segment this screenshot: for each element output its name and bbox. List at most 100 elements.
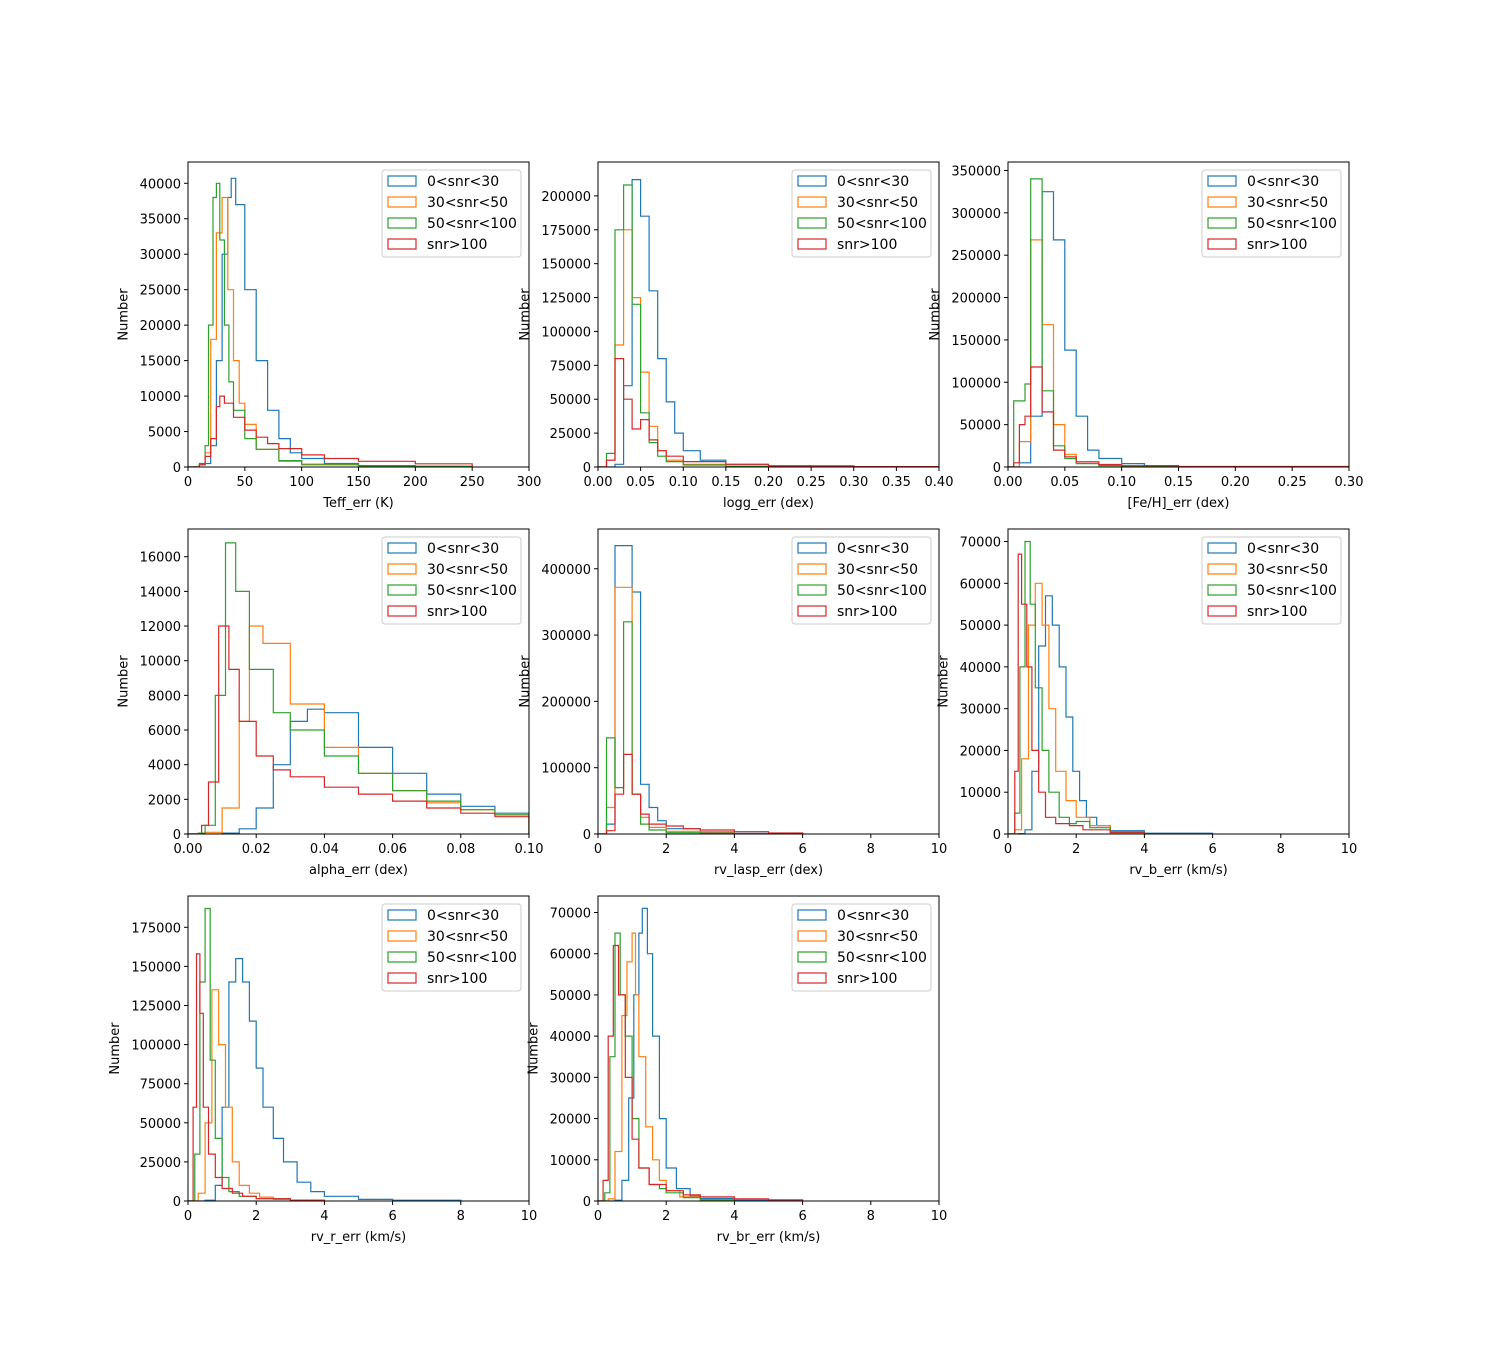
x-tick-label: 0.08 xyxy=(446,842,475,857)
x-tick-label: 2 xyxy=(662,842,670,857)
legend-label: 30<snr<50 xyxy=(837,929,918,945)
x-tick-label: 0.02 xyxy=(242,842,271,857)
legend-swatch xyxy=(387,217,417,229)
legend-swatch xyxy=(797,542,827,554)
series-group xyxy=(1008,178,1349,467)
series-group xyxy=(598,179,939,467)
y-tick-label: 100000 xyxy=(951,376,1001,391)
x-tick-label: 0.00 xyxy=(994,475,1023,490)
legend-swatch xyxy=(1207,563,1237,575)
histogram-series-4 xyxy=(598,753,804,834)
y-tick-label: 50000 xyxy=(960,419,1001,434)
legend-label: 0<snr<30 xyxy=(837,541,909,557)
y-tick-label: 10000 xyxy=(550,1154,591,1169)
legend: 0<snr<30 30<snr<50 50<snr<100 snr>100 xyxy=(791,536,932,625)
legend-label: 30<snr<50 xyxy=(1247,195,1328,211)
histogram-series-4 xyxy=(1008,366,1349,467)
x-tick-label: 8 xyxy=(457,1209,465,1224)
x-tick-label: 0.30 xyxy=(1335,475,1364,490)
x-tick-label: 10 xyxy=(521,1209,538,1224)
legend-swatch xyxy=(797,238,827,250)
y-tick-label: 125000 xyxy=(131,999,181,1014)
histogram-series-1 xyxy=(598,545,804,834)
y-tick-label: 25000 xyxy=(550,427,591,442)
legend: 0<snr<30 30<snr<50 50<snr<100 snr>100 xyxy=(381,536,522,625)
plot-frame xyxy=(187,528,530,835)
histogram-series-3 xyxy=(598,184,855,467)
legend-swatch xyxy=(1207,238,1237,250)
y-tick-label: 10000 xyxy=(140,390,181,405)
x-tick-label: 2 xyxy=(252,1209,260,1224)
y-tick-label: 35000 xyxy=(140,213,181,228)
legend-label: 30<snr<50 xyxy=(427,195,508,211)
x-tick-label: 6 xyxy=(798,1209,806,1224)
legend-swatch xyxy=(1207,175,1237,187)
series-group xyxy=(1008,540,1214,834)
x-tick-label: 0.20 xyxy=(754,475,783,490)
legend-label: 50<snr<100 xyxy=(837,216,927,232)
y-axis-label: Number xyxy=(518,288,533,341)
histogram-series-1 xyxy=(188,177,473,467)
legend-label: snr>100 xyxy=(427,971,487,987)
plot-frame xyxy=(597,528,940,835)
y-tick-label: 16000 xyxy=(140,551,181,566)
x-tick-label: 100 xyxy=(289,475,314,490)
x-tick-label: 4 xyxy=(320,1209,328,1224)
legend-swatch xyxy=(387,909,417,921)
legend-label: 0<snr<30 xyxy=(427,541,499,557)
x-tick-label: 2 xyxy=(662,1209,670,1224)
x-tick-label: 0.15 xyxy=(711,475,740,490)
legend-swatch xyxy=(797,972,827,984)
plot-frame xyxy=(1007,528,1350,835)
x-axis-label: alpha_err (dex) xyxy=(309,863,408,878)
y-tick-label: 30000 xyxy=(550,1071,591,1086)
y-tick-label: 100000 xyxy=(541,762,591,777)
x-axis-label: rv_lasp_err (dex) xyxy=(714,863,823,878)
legend-label: snr>100 xyxy=(427,237,487,253)
legend-swatch xyxy=(387,542,417,554)
x-tick-label: 4 xyxy=(730,1209,738,1224)
y-tick-label: 30000 xyxy=(140,248,181,263)
x-tick-label: 0.40 xyxy=(925,475,954,490)
x-tick-label: 0.05 xyxy=(626,475,655,490)
legend-label: 50<snr<100 xyxy=(427,950,517,966)
x-axis-label: rv_b_err (km/s) xyxy=(1129,863,1227,878)
legend-swatch xyxy=(387,972,417,984)
x-tick-label: 300 xyxy=(517,475,542,490)
histogram-series-4 xyxy=(188,395,473,467)
x-tick-label: 0.05 xyxy=(1050,475,1079,490)
legend-label: 30<snr<50 xyxy=(837,195,918,211)
series-group xyxy=(598,545,804,834)
histogram-series-2 xyxy=(1008,239,1180,467)
y-tick-label: 125000 xyxy=(541,292,591,307)
legend-swatch xyxy=(1207,605,1237,617)
legend-box xyxy=(791,903,932,992)
histogram-series-1 xyxy=(598,907,804,1201)
legend-swatch xyxy=(797,175,827,187)
legend-label: 30<snr<50 xyxy=(427,929,508,945)
y-axis-label: Number xyxy=(117,655,132,708)
y-tick-label: 10000 xyxy=(140,655,181,670)
subplot-4: 0.00 0.02 0.04 0.06 0.08 0.10 0 2000 4000 6000 800… xyxy=(117,528,543,878)
y-tick-label: 400000 xyxy=(541,563,591,578)
x-tick-label: 0.35 xyxy=(882,475,911,490)
plot-frame xyxy=(597,895,940,1202)
x-tick-label: 0.10 xyxy=(669,475,698,490)
y-tick-label: 40000 xyxy=(140,177,181,192)
histogram-series-1 xyxy=(1008,595,1214,834)
histogram-series-1 xyxy=(1008,191,1180,467)
legend: 0<snr<30 30<snr<50 50<snr<100 snr>100 xyxy=(791,903,932,992)
subplot-1: 0 50 100 150 200 250 300 0 5000 10000 15000 20000 25… xyxy=(117,161,542,511)
x-tick-label: 6 xyxy=(388,1209,396,1224)
subplot-2: 0.00 0.05 0.10 0.15 0.20 0.25 0.30 0.35 0.40 0 250… xyxy=(518,161,954,511)
y-tick-label: 100000 xyxy=(541,325,591,340)
legend-label: 30<snr<50 xyxy=(427,562,508,578)
legend: 0<snr<30 30<snr<50 50<snr<100 snr>100 xyxy=(1201,536,1342,625)
x-tick-label: 8 xyxy=(867,1209,875,1224)
legend-label: snr>100 xyxy=(837,971,897,987)
legend-swatch xyxy=(387,605,417,617)
legend-label: snr>100 xyxy=(1247,604,1307,620)
x-tick-label: 0 xyxy=(594,1209,602,1224)
legend-label: 50<snr<100 xyxy=(1247,583,1337,599)
legend-label: 30<snr<50 xyxy=(1247,562,1328,578)
